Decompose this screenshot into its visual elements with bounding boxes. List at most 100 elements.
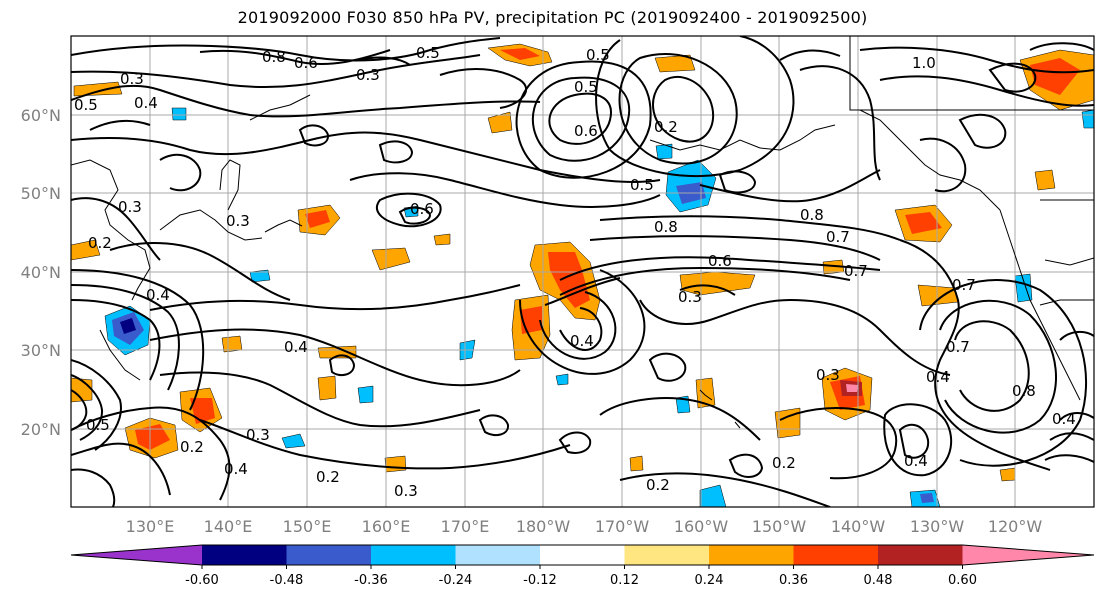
contour-label: 0.4 [904,452,928,470]
pv-contour [718,170,757,194]
pv-contour [71,442,171,496]
longitude-label: 120°W [988,517,1043,536]
pv-contour [919,279,1088,467]
pv-contour [883,403,953,477]
latitude-label: 50°N [21,184,61,203]
contour-label: 0.4 [146,286,170,304]
contour-label: 0.3 [118,198,142,216]
longitude-label: 160°E [362,517,411,536]
pv-contour [652,75,715,143]
coastline [849,36,1094,111]
map-title: 2019092000 F030 850 hPa PV, precipitatio… [237,8,868,27]
pv-contour [599,215,901,241]
coastline [264,219,303,233]
pv-contour [939,299,1057,434]
precip-area [249,269,271,283]
contour-label: 0.3 [678,288,702,306]
contour-label: 0.7 [952,276,976,294]
latitude-label: 20°N [21,420,61,439]
precip-shading [71,43,1094,507]
colorbar-segment [793,545,878,565]
longitude-label: 130°E [126,517,175,536]
pv-contour [779,407,898,480]
colorbar-segment [962,545,1094,565]
precip-area [629,455,644,472]
contour-label: 0.8 [1012,382,1036,400]
colorbar-segment [624,545,709,565]
longitude-label: 140°W [831,517,886,536]
pv-contour [71,37,501,62]
colorbar: -0.60 -0.48 -0.36 -0.24 -0.12 0.12 0.24 … [70,544,1095,588]
precip-area [317,375,337,401]
precip-area [317,345,357,359]
coastline [249,104,291,121]
pv-contour [71,374,104,441]
precip-area [433,233,451,246]
precip-area [120,318,136,334]
pv-contour [779,49,841,61]
pv-contour [478,414,509,437]
pv-contour [879,75,1094,107]
contour-label: 0.7 [946,338,970,356]
contour-label: 0.7 [826,228,850,246]
contour-label: 0.6 [708,252,732,270]
colorbar-tick-label: 0.12 [610,573,639,588]
contour-label: 0.4 [570,332,594,350]
pv-contour [1029,42,1094,51]
precip-area [135,424,170,450]
precip-area [73,81,123,97]
pv-contour [1049,432,1094,441]
colorbar-tick-label: -0.36 [354,573,388,588]
pv-contour [799,65,881,181]
pv-contour [328,354,356,377]
pv-contour [954,320,1030,412]
pv-contour [619,472,831,507]
graticule [71,36,1094,507]
colorbar-segment [286,545,371,565]
latitude-label: 30°N [21,341,61,360]
latitude-labels: 60°N 50°N 40°N 30°N 20°N [21,106,61,439]
pv-contour [919,137,967,193]
longitude-label: 150°E [283,517,332,536]
pv-contour [1059,330,1094,341]
longitude-label: 130°W [910,517,965,536]
pv-contour [618,53,738,165]
contour-label: 0.4 [134,94,158,112]
pv-contour [159,371,481,428]
pv-contour [558,431,592,454]
precip-area [487,111,513,134]
colorbar-segment [540,545,625,565]
precip-area [548,252,590,308]
pv-contour [71,284,180,391]
pv-contour [71,197,161,261]
contour-label: 0.7 [844,262,868,280]
contour-label: 0.5 [574,78,598,96]
contour-label: 0.4 [926,368,950,386]
pv-contour [149,284,521,311]
pv-contour [988,62,1037,93]
colorbar-tick-label: -0.60 [185,573,219,588]
coastline [999,209,1081,401]
pv-contour [559,307,603,351]
pv-contour [71,131,661,183]
map-panel: 0.8 0.6 0.5 0.3 0.5 0.5 1.0 0.3 0.4 0.5 … [70,35,1095,508]
coastline [649,139,761,151]
contour-label: 0.2 [316,468,340,486]
contour-label: 0.2 [772,454,796,472]
precip-area [555,373,569,386]
pv-contour [559,256,881,281]
longitude-label: 150°W [752,517,807,536]
pv-contour [728,453,764,478]
contour-label: 0.8 [800,206,824,224]
contour-label: 0.5 [86,416,110,434]
colorbar-tick-label: 0.60 [948,573,977,588]
contour-label: 0.3 [816,366,840,384]
coastlines [71,36,1094,429]
pv-contour [71,84,541,118]
precip-area [655,143,673,160]
pv-contour [898,423,930,459]
colorbar-tick-label: 0.36 [779,573,808,588]
coastline [99,329,141,381]
colorbar-tick-labels: -0.60 -0.48 -0.36 -0.24 -0.12 0.12 0.24 … [185,573,977,588]
contour-label: 0.2 [646,476,670,494]
